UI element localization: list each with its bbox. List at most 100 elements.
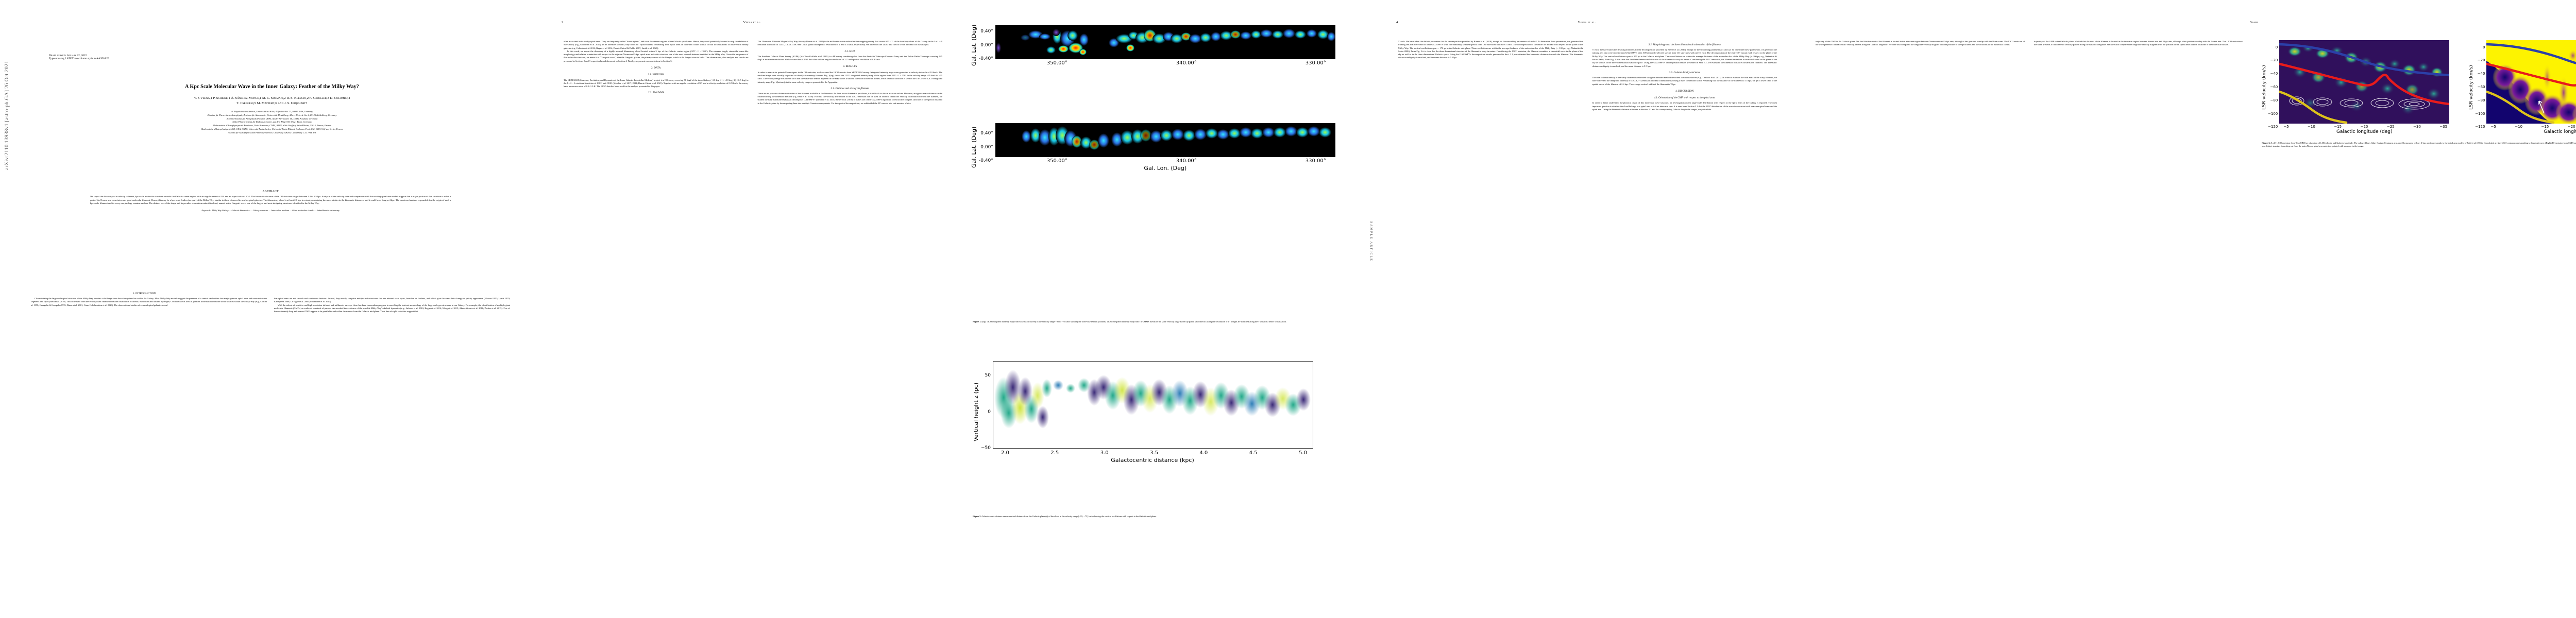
x-tick: 2.0 (1001, 450, 1009, 456)
y-tick: -0.40° (979, 158, 993, 163)
section-heading-discussion: 4. DISCUSSION (1675, 89, 1694, 93)
sedigism-co-map (995, 25, 1335, 59)
x-tick: 330.00° (1305, 60, 1326, 66)
page-5: 5 Sampi LSR velocity (km/s) 0 −20 −40 −6… (1798, 0, 2576, 618)
paragraph: The Southern Galactic Plane Survey (SGPS… (757, 55, 943, 61)
page4-col-left: 5′ each. We have taken the default param… (1398, 40, 1583, 111)
x-tick: −20 (2567, 125, 2575, 129)
page-number: 4 (1396, 21, 1398, 24)
intro-col-right: that spiral arms are not smooth and cont… (274, 297, 510, 313)
three-kpc-arm-line (2486, 90, 2555, 124)
y-tick: −120 (2268, 125, 2278, 129)
y-tick: −100 (2475, 111, 2485, 116)
section-heading-results: 3. RESULTS (843, 65, 857, 68)
paragraph: often associated with nearby spiral arms… (564, 40, 749, 49)
y-tick: −60 (2270, 84, 2278, 89)
x-tick: −5 (2283, 125, 2289, 129)
page5-col-right: trajectory of the GMF in the Galactic pl… (2034, 40, 2243, 47)
affiliation: 4Max-Planck-Institut für Radioastronomie… (232, 121, 312, 124)
y-tick: −120 (2475, 125, 2485, 129)
y-tick: −20 (2477, 58, 2485, 63)
running-head: Veena et al. (743, 21, 761, 24)
figure1-top-panel: Gal. Lat. (Deg) 0.40° 0.00° -0.40° (971, 14, 1370, 76)
paragraph: In order to search for potential bones/s… (757, 71, 943, 83)
subsection-heading-orientation: 4.1. Orientation of the GMF with respect… (1654, 97, 1716, 100)
paragraph: that spiral arms are not smooth and cont… (274, 297, 510, 303)
page2-col-right: The Three-mm Ultimate Mopra Milky Way Su… (758, 40, 943, 105)
annotation-arrow (2538, 100, 2545, 114)
subsection-heading-thrumms: 2.2. ThrUMMS (648, 92, 664, 95)
page-title: A Kpc Scale Molecular Wave in the Inner … (185, 84, 359, 90)
figure1-bottom-image (995, 123, 1335, 157)
x-tick: −5 (2490, 125, 2496, 129)
x-tick: −25 (2386, 125, 2395, 129)
keywords: Keywords: Milky Way Galaxy — Galactic ki… (201, 209, 340, 212)
affiliation: 1I. Physikalisches Institut, Universität… (231, 110, 313, 113)
figure1-top-yticks: 0.40° 0.00° -0.40° (979, 28, 993, 63)
y-tick: 0.40° (980, 29, 993, 34)
y-tick: −80 (2477, 98, 2485, 102)
y-tick: 0 (988, 409, 991, 415)
paragraph: The total column density of the wavy fil… (1592, 76, 1777, 85)
x-tick: 3.5 (1150, 450, 1158, 456)
y-tick: 0 (2483, 45, 2485, 49)
x-tick: 5.0 (1299, 450, 1307, 456)
section-heading-introduction: 1. INTRODUCTION (132, 292, 156, 295)
x-tick: 4.5 (1249, 450, 1258, 456)
figure2-x-axis-label: Galactocentric distance (kpc) (1111, 456, 1194, 464)
typeset-line: Typeset using LATEX twocolumn style in A… (49, 57, 110, 60)
abstract-heading: ABSTRACT (262, 190, 279, 193)
arxiv-stamp: arXiv:2110.13938v1 [astro-ph.GA] 26 Oct … (4, 61, 10, 170)
figure-1-caption-label: Figure 1. (973, 320, 981, 323)
paragraph: Characterizing the large-scale spiral st… (31, 297, 267, 306)
affiliation: 2Institut für Theoretische Astrophysik, … (207, 113, 337, 116)
y-tick: −100 (2268, 111, 2278, 116)
y-tick: −20 (2270, 58, 2278, 63)
figure3-right-image (2486, 40, 2576, 124)
affiliation: 3Leibniz-Institut für Astrophysik Potsda… (226, 117, 318, 120)
figure-2-caption: Figure 2. Galactocentric distance versus… (973, 515, 1364, 518)
figure3-right-xticks: −5 −10 −15 −20 −25 −30 −35 (2486, 124, 2576, 129)
paragraph: In this work, we report the discovery of… (564, 49, 749, 62)
paragraph: 5′ each. We have taken the default param… (1592, 48, 1777, 67)
affiliation: 5Laboratoire d'Astrophysique de Bordeaux… (213, 124, 331, 127)
subsection-heading-column-density: 3.3. Column density and mass (1669, 71, 1700, 74)
x-tick: 330.00° (1305, 158, 1326, 164)
sample-article-watermark: SAMPLE ARTICLE (1369, 221, 1372, 262)
thrumms-lv-diagram (2279, 40, 2450, 124)
figure-1: Gal. Lat. (Deg) 0.40° 0.00° -0.40° (963, 14, 1370, 178)
paragraph: trajectory of the GMF in the Galactic pl… (2034, 40, 2243, 46)
figure1-y-axis-label: Gal. Lat. (Deg) (971, 24, 977, 66)
figure1-bottom-xticks: 350.00° 340.00° 330.00° (995, 157, 1335, 164)
y-tick: 50 (985, 373, 991, 378)
figure-3-caption-label: Figure 3. (2262, 142, 2270, 144)
figure-2-caption-text: Galactocentric distance versus vertical … (981, 515, 1157, 518)
figure2-yticks: 50 0 −50 (981, 362, 991, 462)
page4-col-right: 3.2. Morphology and the three dimensiona… (1592, 40, 1777, 111)
figure3-right-panel: LSR velocity (km/s) 0 −20 −40 −60 −80 −1… (2469, 40, 2576, 134)
sgps-hi-lv-diagram (2486, 40, 2576, 124)
figure1-bottom-yticks: 0.40° 0.00° -0.40° (979, 130, 993, 165)
subsection-heading-sedigism: 2.1. SEDIGISM (648, 74, 665, 77)
page5-col-left: trajectory of the GMF in the Galactic pl… (1816, 40, 2025, 47)
figure-2-caption-label: Figure 2. (973, 515, 981, 518)
affiliation: 6Laboratoire d'Astrophysique (AIM), CEA,… (201, 127, 343, 130)
y-tick: −60 (2477, 84, 2485, 89)
paragraph: 5′ each. We have taken the default param… (1398, 40, 1583, 59)
y-tick: 0.00° (980, 144, 993, 150)
page-4: 4 Veena et al. 5′ each. We have taken th… (1381, 0, 1793, 618)
y-tick: 0 (2275, 45, 2278, 49)
figure3-right-x-axis-label: Galactic longitude (deg) (2544, 129, 2576, 134)
figure1-top-xticks: 350.00° 340.00° 330.00° (995, 59, 1335, 66)
y-tick: −40 (2270, 72, 2278, 76)
author-line-1: V. S Veena,1 P. Schilke,1 Á. Sánchez-Mon… (194, 96, 350, 100)
scutum-centaurus-arm-line (2279, 43, 2450, 77)
figure-3: LSR velocity (km/s) 0 −20 −40 −60 −80 −1… (2262, 40, 2576, 148)
figure2-panel: Vertical height z (pc) 50 0 −50 (973, 355, 1364, 469)
figure-3-caption-text: (Left) 12CO emission from ThrUMMS as a f… (2262, 142, 2576, 148)
y-tick: −50 (981, 445, 991, 451)
thrumms-co-map (995, 123, 1335, 157)
figure1-bottom-panel: Gal. Lat. (Deg) 0.40° 0.00° -0.40° (971, 116, 1370, 178)
affiliation: 7Centre for Astrophysics and Planetary S… (228, 131, 316, 134)
page-3-figures: SAMPLE ARTICLE Gal. Lat. (Deg) 0.40° 0.0… (963, 0, 1376, 618)
